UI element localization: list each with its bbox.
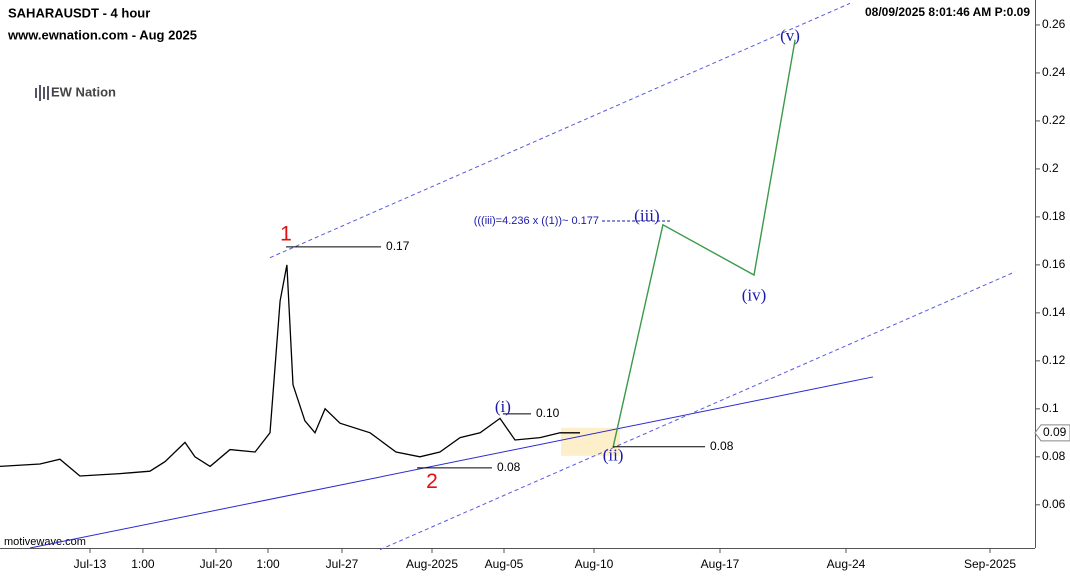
wave-label: (iii)	[634, 206, 660, 225]
x-tick-label: 1:00	[131, 557, 155, 571]
site: www.ewnation.com - Aug 2025	[7, 27, 197, 42]
x-tick-label: Aug-17	[701, 557, 740, 571]
trendline	[29, 376, 874, 549]
x-tick-label: Jul-20	[200, 557, 233, 571]
y-tick-label: 0.06	[1042, 497, 1066, 511]
wave-label: 2	[426, 470, 438, 493]
y-tick-label: 0.24	[1042, 65, 1066, 79]
level-label: 0.17	[386, 239, 410, 253]
wave-label: (v)	[780, 26, 800, 45]
x-tick-label: Aug-05	[485, 557, 524, 571]
target-note: (((iii)=4.236 x ((1))~ 0.177	[474, 215, 599, 227]
y-tick-label: 0.16	[1042, 257, 1066, 271]
x-tick-label: 1:00	[256, 557, 280, 571]
level-label: 0.10	[536, 406, 560, 420]
wave-label: (iv)	[742, 286, 767, 305]
x-tick-label: Aug-24	[827, 557, 866, 571]
y-tick-label: 0.26	[1042, 17, 1066, 31]
level-label: 0.08	[497, 460, 521, 474]
logo-icon	[35, 85, 49, 101]
price-line	[0, 264, 580, 477]
level-label: 0.08	[710, 439, 734, 453]
x-tick-label: Aug-10	[575, 557, 614, 571]
y-tick-label: 0.14	[1042, 305, 1066, 319]
y-tick-label: 0.18	[1042, 209, 1066, 223]
x-tick-label: Sep-2025	[964, 557, 1016, 571]
logo: EW Nation	[51, 84, 116, 99]
x-tick-label: Jul-27	[326, 557, 359, 571]
footer: motivewave.com	[4, 536, 86, 548]
y-tick-label: 0.08	[1042, 449, 1066, 463]
y-tick-label: 0.22	[1042, 113, 1066, 127]
y-tick-label: 0.2	[1042, 161, 1059, 175]
price-tag-label: 0.09	[1043, 425, 1067, 439]
price-tag	[1034, 424, 1070, 442]
symbol: SAHARAUSDT - 4 hour	[8, 5, 150, 20]
y-tick-label: 0.12	[1042, 353, 1066, 367]
y-tick-label: 0.1	[1042, 401, 1059, 415]
timestamp: 08/09/2025 8:01:46 AM P:0.09	[865, 5, 1030, 19]
trendline	[379, 271, 1016, 551]
wave-projection	[612, 39, 796, 448]
x-tick-label: Aug-2025	[406, 557, 458, 571]
wave-label: (i)	[495, 397, 511, 416]
trendline	[269, 2, 851, 259]
wave-label: (ii)	[603, 446, 624, 465]
x-tick-label: Jul-13	[74, 557, 107, 571]
wave-label: 1	[280, 222, 292, 245]
